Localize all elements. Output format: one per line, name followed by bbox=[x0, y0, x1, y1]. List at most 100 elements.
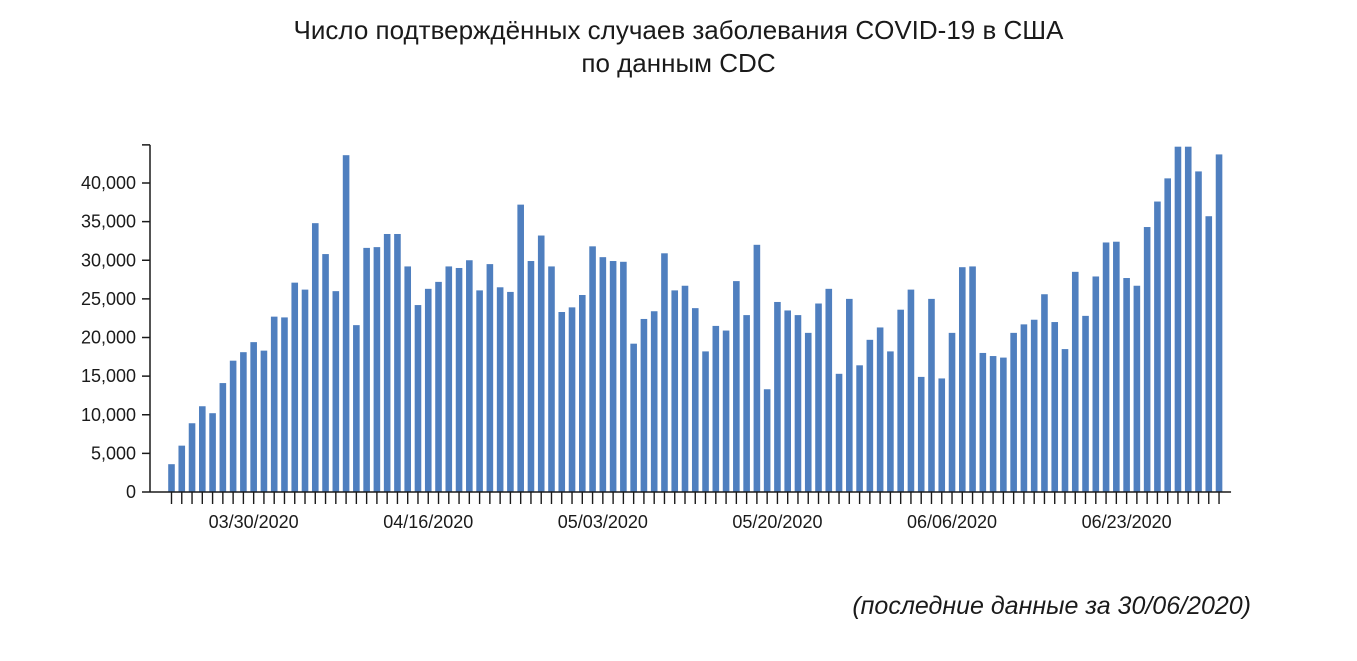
x-tick-label: 05/20/2020 bbox=[732, 512, 822, 532]
bar bbox=[1092, 276, 1100, 492]
bar bbox=[373, 247, 381, 492]
bar bbox=[1082, 315, 1089, 492]
bar bbox=[168, 464, 175, 492]
bar bbox=[866, 339, 874, 492]
bar bbox=[527, 261, 535, 492]
bar bbox=[620, 261, 627, 492]
y-tick-label: 25,000 bbox=[81, 289, 136, 309]
y-tick-label: 5,000 bbox=[91, 443, 136, 463]
bar bbox=[630, 343, 637, 492]
bar bbox=[1205, 216, 1213, 492]
bar bbox=[1102, 242, 1110, 492]
y-tick-label: 20,000 bbox=[81, 328, 136, 348]
y-tick-label: 15,000 bbox=[81, 366, 136, 386]
bar bbox=[445, 266, 453, 492]
bar bbox=[1123, 278, 1130, 492]
bar bbox=[322, 254, 329, 492]
bar bbox=[424, 288, 432, 492]
bar bbox=[1174, 146, 1182, 492]
chart-title: Число подтверждённых случаев заболевания… bbox=[0, 14, 1357, 80]
x-axis: 03/30/2020 04/16/2020 05/03/2020 05/20/2020… bbox=[150, 491, 1232, 532]
bar bbox=[825, 288, 833, 492]
bar bbox=[784, 310, 791, 492]
bar bbox=[815, 303, 822, 492]
bar bbox=[589, 246, 596, 492]
bar bbox=[209, 413, 216, 492]
bar bbox=[219, 383, 227, 492]
bar bbox=[887, 351, 894, 492]
bar bbox=[722, 330, 730, 492]
bar bbox=[1143, 227, 1151, 492]
bar bbox=[1215, 154, 1223, 493]
bar bbox=[609, 261, 617, 492]
bar bbox=[979, 352, 987, 492]
x-tick-label: 03/30/2020 bbox=[209, 512, 299, 532]
y-tick-label: 30,000 bbox=[81, 250, 136, 270]
bar bbox=[897, 309, 904, 492]
bar bbox=[486, 264, 494, 492]
bar bbox=[948, 332, 956, 492]
bar bbox=[702, 351, 709, 492]
bar bbox=[835, 373, 843, 492]
bar bbox=[743, 315, 750, 492]
bar bbox=[363, 247, 370, 492]
bar bbox=[342, 155, 350, 492]
bar bbox=[1113, 241, 1120, 492]
bar bbox=[476, 290, 483, 492]
bar bbox=[989, 356, 997, 492]
bar bbox=[548, 266, 555, 492]
chart-title-line-2: по данным CDC bbox=[581, 48, 776, 78]
bar bbox=[876, 327, 884, 492]
bar bbox=[856, 365, 863, 492]
bar bbox=[178, 445, 186, 492]
x-tick-label: 06/06/2020 bbox=[907, 512, 997, 532]
bar bbox=[291, 282, 299, 492]
bar bbox=[435, 281, 442, 492]
bar bbox=[240, 352, 247, 492]
bar bbox=[640, 318, 648, 492]
chart-note: (последние данные за 30/06/2020) bbox=[852, 592, 1251, 620]
bar bbox=[712, 325, 720, 492]
bar bbox=[794, 315, 802, 492]
bar bbox=[928, 298, 935, 493]
x-tick-label: 05/03/2020 bbox=[558, 512, 648, 532]
bar bbox=[733, 281, 740, 492]
bar bbox=[763, 389, 771, 492]
bar bbox=[558, 312, 566, 492]
bar bbox=[1133, 285, 1141, 492]
y-tick-label: 0 bbox=[126, 482, 136, 502]
bar bbox=[938, 378, 946, 492]
bar bbox=[353, 325, 360, 492]
bar bbox=[1010, 332, 1017, 492]
bar bbox=[229, 360, 237, 492]
bar bbox=[579, 295, 586, 492]
bar bbox=[1154, 201, 1161, 493]
bar bbox=[250, 342, 257, 492]
bar bbox=[496, 287, 504, 492]
bar bbox=[414, 305, 422, 492]
x-tick-label: 06/23/2020 bbox=[1082, 512, 1172, 532]
bar bbox=[466, 260, 473, 492]
bar bbox=[507, 291, 514, 492]
bar bbox=[671, 290, 679, 492]
bar bbox=[568, 307, 576, 492]
bar bbox=[907, 289, 915, 492]
bar bbox=[537, 235, 545, 492]
bar bbox=[311, 223, 319, 493]
bar bbox=[650, 311, 658, 492]
bar bbox=[681, 285, 689, 492]
bar bbox=[1184, 146, 1192, 492]
bar bbox=[188, 423, 196, 492]
bar bbox=[1071, 271, 1079, 492]
bar bbox=[1051, 322, 1059, 492]
y-tick-label: 10,000 bbox=[81, 405, 136, 425]
bar bbox=[753, 244, 761, 492]
bar bbox=[383, 233, 391, 493]
bar bbox=[1020, 324, 1028, 492]
bar bbox=[394, 233, 401, 493]
bar bbox=[199, 406, 206, 492]
bar bbox=[774, 301, 781, 492]
bar bbox=[1000, 357, 1007, 492]
bar bbox=[661, 253, 668, 492]
